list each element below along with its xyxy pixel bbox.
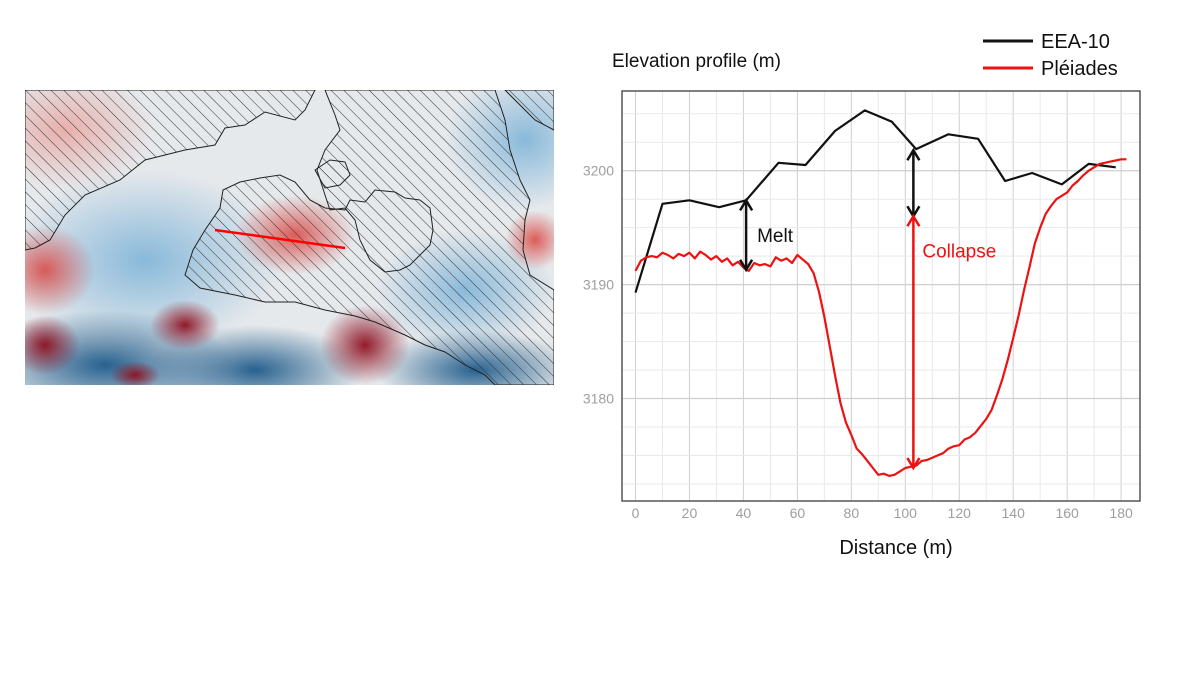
legend-label-eea10: EEA-10 [1041, 31, 1110, 53]
melt-gap-arrow-head-top [906, 147, 921, 161]
x-tick-label: 180 [1109, 505, 1133, 521]
axis-ticks: 0 20 40 60 80 100 120 140 160 180 3180 3190 3200 [583, 163, 1133, 521]
x-tick-label: 0 [632, 505, 640, 521]
y-tick-label: 3190 [583, 277, 614, 293]
x-tick-label: 40 [736, 505, 752, 521]
collapse-arrow-head-bottom [906, 457, 921, 471]
annotations: Melt Collapse [739, 147, 996, 471]
x-tick-label: 60 [790, 505, 806, 521]
legend: EEA-10 Pléiades [983, 31, 1118, 80]
series-lines [634, 109, 1127, 477]
legend-label-pleiades: Pléiades [1041, 58, 1118, 80]
melt-label: Melt [757, 226, 794, 247]
series-line-pleiades [634, 158, 1127, 477]
melt-arrow-head-bottom [739, 259, 754, 273]
x-tick-label: 20 [682, 505, 698, 521]
chart-title: Elevation profile (m) [612, 51, 781, 72]
y-tick-label: 3200 [583, 163, 614, 179]
collapse-arrow-head-top [906, 213, 921, 227]
plot-border [621, 90, 1141, 502]
x-tick-label: 80 [844, 505, 860, 521]
x-tick-label: 120 [948, 505, 972, 521]
grid [622, 91, 1140, 501]
x-tick-label: 160 [1055, 505, 1079, 521]
transect-line [214, 228, 346, 250]
series-line-eea10 [634, 109, 1116, 293]
y-tick-label: 3180 [583, 391, 614, 407]
x-tick-label: 100 [894, 505, 918, 521]
x-axis-label: Distance (m) [839, 537, 952, 559]
collapse-label: Collapse [922, 241, 996, 262]
x-tick-label: 140 [1002, 505, 1026, 521]
melt-arrow-head-top [739, 197, 754, 211]
